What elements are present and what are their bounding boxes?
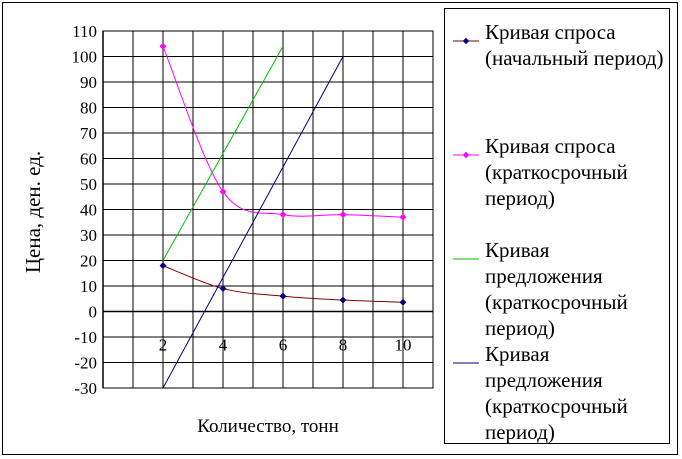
legend-label: Кривая спроса (начальный период) — [485, 20, 664, 70]
y-tick-label: 50 — [80, 175, 97, 194]
axes — [102, 31, 434, 388]
series-line — [162, 46, 284, 261]
series-4 — [162, 56, 344, 389]
y-tick-label: 90 — [80, 73, 97, 92]
series-1 — [159, 262, 407, 306]
grid — [102, 30, 434, 389]
data-point-marker — [399, 213, 407, 221]
data-point-marker — [159, 42, 167, 50]
legend-symbol — [453, 151, 479, 159]
x-axis-label: Количество, тонн — [197, 416, 339, 437]
y-tick-label: 110 — [72, 22, 97, 41]
series-line — [162, 56, 344, 389]
y-tick-label: 0 — [89, 303, 98, 322]
x-tick-label: 10 — [395, 336, 412, 355]
data-point-marker — [339, 211, 347, 219]
legend-symbol — [453, 37, 479, 45]
data-point-marker — [279, 292, 287, 300]
x-tick-label: 4 — [219, 336, 228, 355]
y-tick-label: 10 — [80, 277, 97, 296]
y-tick-label: 60 — [80, 150, 97, 169]
series-3 — [162, 46, 284, 261]
y-tick-label: 70 — [80, 124, 97, 143]
legend-symbol — [453, 362, 479, 364]
x-tick-label: 6 — [279, 336, 288, 355]
y-tick-label: 30 — [80, 226, 97, 245]
y-tick-label: 20 — [80, 252, 97, 271]
legend-label: Кривая предложения (краткосрочный период… — [485, 342, 628, 444]
data-point-marker — [339, 296, 347, 304]
data-point-marker — [159, 262, 167, 270]
data-point-marker — [399, 298, 407, 306]
x-tick-label: 8 — [339, 336, 348, 355]
y-tick-labels: -30 -20 -10 0 10 20 30 40 50 60 70 80 90 100 110 — [72, 22, 98, 398]
series-group — [159, 42, 407, 389]
data-point-marker — [279, 211, 287, 219]
series-line — [162, 46, 404, 218]
y-tick-label: -10 — [74, 328, 97, 347]
y-tick-label: -20 — [74, 354, 97, 373]
legend-label: Кривая предложения (краткосрочный период… — [485, 238, 628, 340]
x-tick-label: 2 — [159, 336, 168, 355]
data-point-marker — [219, 188, 227, 196]
y-tick-label: 40 — [80, 201, 97, 220]
legend-label: Кривая спроса (краткосрочный период) — [485, 134, 628, 210]
legend: Кривая спроса (начальный период) Кривая с… — [444, 8, 670, 444]
series-2 — [159, 42, 407, 221]
y-tick-label: 80 — [80, 99, 97, 118]
data-point-marker — [219, 284, 227, 293]
y-tick-label: -30 — [74, 379, 97, 398]
x-tick-labels: 2 4 6 8 10 — [159, 336, 412, 355]
y-tick-label: 100 — [72, 48, 98, 67]
y-axis-label: Цена, ден. ед. — [21, 151, 45, 273]
legend-symbol — [453, 258, 479, 260]
